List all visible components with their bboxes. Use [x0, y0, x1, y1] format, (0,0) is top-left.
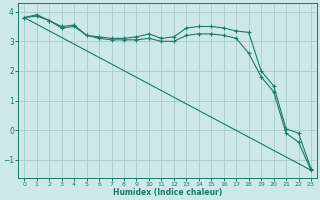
X-axis label: Humidex (Indice chaleur): Humidex (Indice chaleur) — [113, 188, 222, 197]
